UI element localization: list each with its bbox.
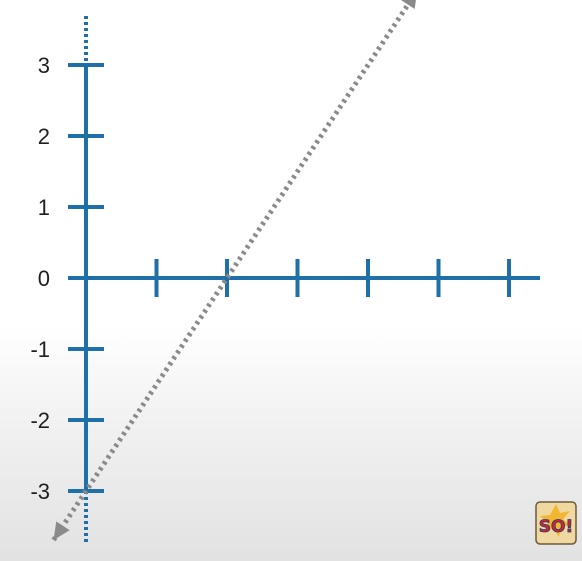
y-tick-label: 3 (38, 53, 50, 78)
y-tick-label: -2 (30, 408, 50, 433)
so-logo-text: SO! (539, 517, 573, 537)
y-tick-label: -3 (30, 479, 50, 504)
arrowhead-top (401, 0, 416, 10)
y-tick-label: 2 (38, 124, 50, 149)
y-tick-label: 1 (38, 195, 50, 220)
so-logo: SO! (535, 501, 577, 545)
dotted-line (51, 0, 415, 542)
y-tick-label: -1 (30, 337, 50, 362)
arrowhead-bottom (53, 521, 70, 540)
y-tick-label: 0 (38, 266, 50, 291)
